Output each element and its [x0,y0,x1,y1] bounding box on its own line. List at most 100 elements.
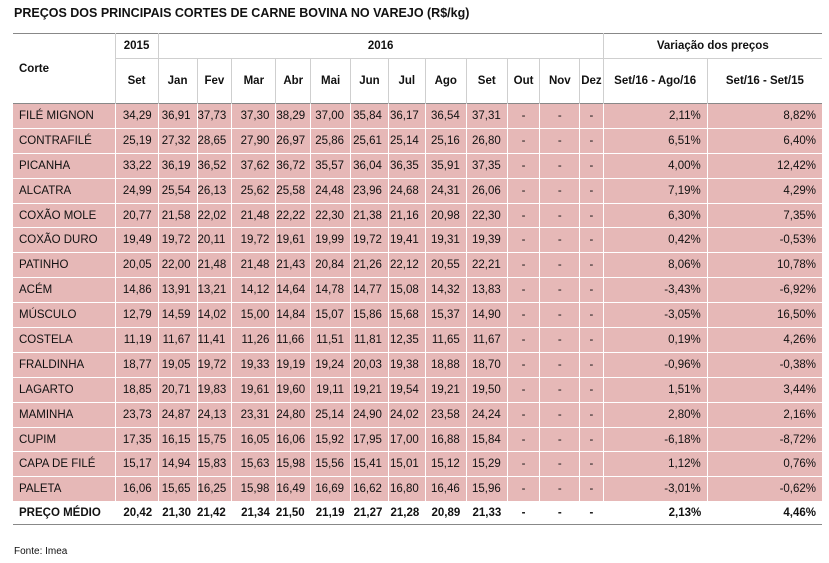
price-cell: 21,30 [158,501,198,526]
cut-name: COXÃO MOLE [13,203,116,229]
table-body: FILÉ MIGNON 34,29 36,91 37,73 37,30 38,29 37,0… [13,103,822,526]
variation-cell: 6,30% [603,203,708,229]
variation-cell: -8,72% [707,427,822,453]
price-cell: - [579,203,604,229]
source-note: Fonte: Imea [14,546,68,557]
price-cell: 37,30 [231,103,277,129]
price-cell: - [507,352,541,378]
price-cell: 13,21 [197,277,233,304]
variation-cell: 2,13% [603,501,708,526]
variation-cell: -0,96% [603,352,708,378]
price-cell: 21,34 [231,501,276,526]
price-cell: - [579,327,604,353]
price-cell: 25,19 [115,128,159,154]
variation-cell: 12,42% [707,153,822,179]
variation-cell: 1,51% [603,377,708,403]
table-row: CONTRAFILÉ 25,19 27,32 28,65 27,90 26,97 25,86… [13,128,822,154]
price-cell: 36,91 [158,103,198,129]
header-year-2016: 2016 [158,33,604,59]
variation-cell: 10,78% [707,252,822,279]
cut-name: CONTRAFILÉ [13,128,116,154]
price-cell: 11,67 [466,327,508,353]
price-cell: - [539,128,581,154]
price-cell: 21,16 [388,203,426,229]
price-cell: 15,29 [466,451,508,478]
price-cell: 19,41 [388,227,426,254]
price-cell: 14,32 [425,277,467,304]
variation-cell: -3,05% [603,302,708,329]
cut-name: CAPA DE FILÉ [13,451,116,478]
cut-name: CUPIM [13,427,116,453]
variation-cell: 6,51% [603,128,708,154]
price-cell: - [579,352,604,378]
price-cell: 23,96 [350,178,389,204]
price-cell: 16,88 [425,427,467,453]
price-cell: 24,24 [466,402,508,428]
price-cell: - [507,302,541,329]
price-cell: 11,66 [275,327,312,353]
price-cell: 11,41 [197,327,233,353]
table-row: FRALDINHA 18,77 19,05 19,72 19,33 19,19 19,24 2… [13,352,822,378]
price-cell: 16,69 [310,476,352,503]
price-cell: 15,98 [231,476,277,503]
price-cell: 15,65 [158,476,198,503]
price-cell: 19,05 [158,352,198,378]
price-cell: 36,19 [158,153,198,179]
average-row: PREÇO MÉDIO 20,42 21,30 21,42 21,34 21,50 21,1… [13,501,822,526]
price-cell: - [579,501,604,526]
variation-cell: 6,40% [707,128,822,154]
price-cell: 12,79 [115,302,159,329]
price-cell: - [539,203,581,229]
price-cell: 21,27 [350,501,389,526]
price-cell: 24,87 [158,402,198,428]
price-cell: - [539,501,580,526]
price-cell: - [539,476,581,503]
header-year-2015: 2015 [115,33,159,59]
cut-name: PREÇO MÉDIO [13,501,116,526]
variation-cell: -3,43% [603,277,708,304]
price-cell: 24,31 [425,178,467,204]
header-month: Jun [350,58,389,104]
price-cell: 19,61 [231,377,277,403]
price-cell: 15,00 [231,302,277,329]
price-cell: - [539,178,581,204]
price-cell: 36,04 [350,153,389,179]
price-cell: 34,29 [115,103,159,129]
price-cell: 20,55 [425,252,467,279]
table-row: COSTELA 11,19 11,67 11,41 11,26 11,66 11,51 11,… [13,327,822,353]
variation-cell: -6,18% [603,427,708,453]
price-cell: 26,13 [197,178,233,204]
price-cell: 25,14 [310,402,352,428]
table-row: LAGARTO 18,85 20,71 19,83 19,61 19,60 19,11 19,… [13,377,822,403]
price-cell: 15,08 [388,277,426,304]
price-cell: 20,42 [115,501,159,526]
price-cell: 20,77 [115,203,159,229]
price-cell: - [539,103,581,129]
variation-cell: 4,26% [707,327,822,353]
price-cell: - [507,402,541,428]
price-cell: 12,35 [388,327,426,353]
price-cell: 16,49 [275,476,312,503]
header-row-years: Corte 2015 2016 Variação dos preços [13,33,822,104]
price-cell: 21,28 [388,501,426,526]
price-cell: - [507,128,541,154]
price-cell: 24,48 [310,178,352,204]
price-cell: - [579,377,604,403]
variation-cell: 2,11% [603,103,708,129]
variation-cell: 4,29% [707,178,822,204]
price-cell: - [539,302,581,329]
price-cell: 16,46 [425,476,467,503]
price-cell: 15,01 [388,451,426,478]
price-cell: - [539,153,581,179]
header-month: Mar [231,58,277,104]
cut-name: PICANHA [13,153,116,179]
price-cell: 19,50 [466,377,508,403]
price-cell: 26,97 [275,128,312,154]
price-cell: 20,05 [115,252,159,279]
price-cell: 20,89 [425,501,467,526]
variation-cell: -0,62% [707,476,822,503]
price-cell: 15,63 [231,451,277,478]
price-cell: 26,80 [466,128,508,154]
price-cell: 15,12 [425,451,467,478]
price-cell: 15,84 [466,427,508,453]
